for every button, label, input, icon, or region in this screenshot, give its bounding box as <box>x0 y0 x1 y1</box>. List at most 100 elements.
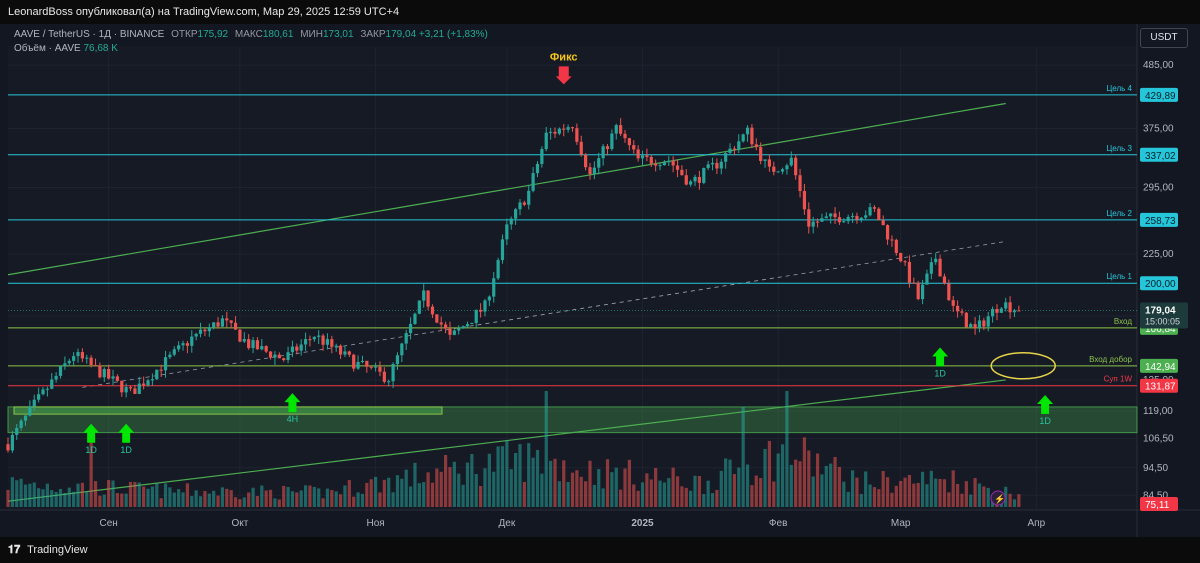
candle-body[interactable] <box>640 155 645 159</box>
candle-body[interactable] <box>885 225 890 240</box>
candle-body[interactable] <box>107 369 111 379</box>
candle-body[interactable] <box>181 343 185 346</box>
candle-body[interactable] <box>531 173 535 191</box>
candle-body[interactable] <box>172 349 176 355</box>
arrow-up-icon[interactable] <box>1037 394 1054 414</box>
candle-body[interactable] <box>754 144 758 148</box>
candle-body[interactable] <box>864 215 868 218</box>
candle-body[interactable] <box>155 369 159 380</box>
arrow-up-icon[interactable] <box>118 423 135 443</box>
candle-body[interactable] <box>654 163 658 166</box>
candle-body[interactable] <box>570 127 575 129</box>
candle-body[interactable] <box>610 133 614 150</box>
candle-body[interactable] <box>391 364 395 382</box>
candle-body[interactable] <box>41 389 45 395</box>
candle-body[interactable] <box>185 343 190 346</box>
candle-body[interactable] <box>601 146 605 159</box>
candle-body[interactable] <box>492 278 496 297</box>
candle-body[interactable] <box>947 283 951 301</box>
lightning-icon[interactable] <box>990 490 1006 506</box>
candle-body[interactable] <box>295 346 299 351</box>
candle-body[interactable] <box>544 132 548 150</box>
candle-body[interactable] <box>330 339 334 347</box>
candle-body[interactable] <box>623 133 627 139</box>
candle-body[interactable] <box>562 128 566 130</box>
candle-body[interactable] <box>877 208 881 221</box>
candle-body[interactable] <box>859 217 863 220</box>
symbol-title[interactable]: AAVE / TetherUS · 1Д · BINANCE <box>14 29 165 40</box>
candle-body[interactable] <box>881 220 885 226</box>
candle-body[interactable] <box>649 156 653 164</box>
candle-body[interactable] <box>58 365 63 376</box>
candle-body[interactable] <box>417 300 421 314</box>
candle-body[interactable] <box>693 176 697 182</box>
candle-body[interactable] <box>233 322 238 330</box>
candle-body[interactable] <box>32 399 36 407</box>
candle-body[interactable] <box>592 167 596 175</box>
candle-body[interactable] <box>400 343 404 356</box>
candle-body[interactable] <box>439 322 443 325</box>
candle-body[interactable] <box>868 207 872 216</box>
candle-body[interactable] <box>487 296 491 301</box>
candle-body[interactable] <box>190 336 194 346</box>
arrow-up-icon[interactable] <box>932 347 949 367</box>
candle-body[interactable] <box>820 218 824 222</box>
candle-body[interactable] <box>1004 302 1008 309</box>
candle-body[interactable] <box>588 167 592 175</box>
candle-body[interactable] <box>347 351 351 355</box>
candle-body[interactable] <box>763 159 767 161</box>
arrow-up-icon[interactable] <box>83 423 100 443</box>
candle-body[interactable] <box>50 379 54 389</box>
candle-body[interactable] <box>290 346 295 353</box>
candle-body[interactable] <box>706 164 710 169</box>
candle-body[interactable] <box>247 339 251 349</box>
candle-body[interactable] <box>461 326 465 329</box>
candle-body[interactable] <box>356 361 360 369</box>
candle-body[interactable] <box>212 322 216 328</box>
candle-body[interactable] <box>470 322 474 325</box>
candle-body[interactable] <box>798 175 802 192</box>
candle-body[interactable] <box>815 221 820 223</box>
candle-body[interactable] <box>177 345 181 350</box>
candle-body[interactable] <box>566 127 570 130</box>
candle-body[interactable] <box>584 154 588 168</box>
arrow-up-icon[interactable] <box>284 393 301 413</box>
candle-body[interactable] <box>969 324 973 328</box>
candle-body[interactable] <box>737 141 741 150</box>
candle-body[interactable] <box>780 169 785 172</box>
candle-body[interactable] <box>80 352 84 359</box>
candle-body[interactable] <box>325 339 330 345</box>
candle-body[interactable] <box>934 258 938 263</box>
candle-body[interactable] <box>286 352 290 361</box>
candle-body[interactable] <box>352 354 356 369</box>
candle-body[interactable] <box>28 406 32 416</box>
candle-body[interactable] <box>732 148 737 150</box>
candle-body[interactable] <box>973 324 977 329</box>
candle-body[interactable] <box>745 127 750 135</box>
channel-line[interactable] <box>7 102 1006 276</box>
candle-body[interactable] <box>76 352 80 357</box>
candle-body[interactable] <box>229 320 233 323</box>
candle-body[interactable] <box>995 309 999 313</box>
candle-body[interactable] <box>553 131 557 134</box>
candle-body[interactable] <box>72 356 76 361</box>
candle-body[interactable] <box>850 215 855 217</box>
candle-body[interactable] <box>960 311 964 313</box>
candle-body[interactable] <box>89 357 93 365</box>
candle-body[interactable] <box>890 239 894 241</box>
candle-body[interactable] <box>93 364 98 366</box>
candle-body[interactable] <box>802 191 807 210</box>
candle-body[interactable] <box>505 224 509 240</box>
candle-body[interactable] <box>951 300 955 306</box>
candle-body[interactable] <box>19 420 23 428</box>
candle-body[interactable] <box>312 336 316 340</box>
candle-body[interactable] <box>128 387 133 389</box>
candle-body[interactable] <box>378 366 382 372</box>
volume-label[interactable]: Объём · AAVE <box>14 43 81 54</box>
candle-body[interactable] <box>338 345 343 355</box>
candle-body[interactable] <box>719 161 723 169</box>
candle-body[interactable] <box>426 290 430 307</box>
candle-body[interactable] <box>837 217 842 223</box>
candle-body[interactable] <box>163 357 168 371</box>
candle-body[interactable] <box>500 239 505 261</box>
